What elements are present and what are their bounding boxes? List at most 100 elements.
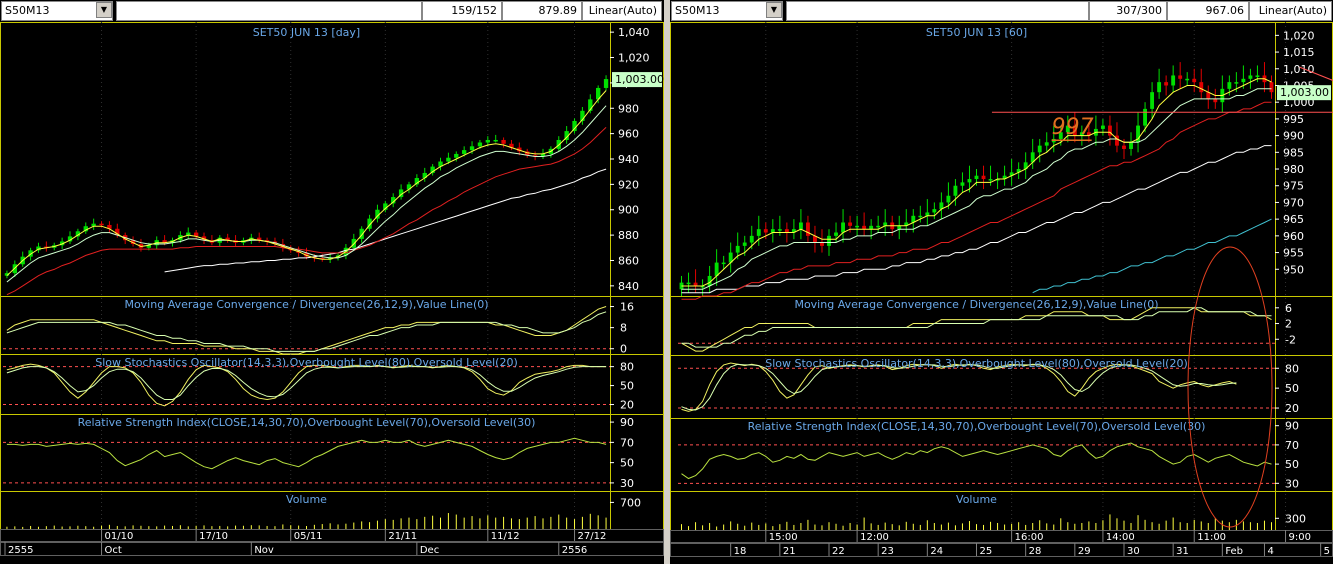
candle-body — [375, 209, 380, 219]
candle-body — [974, 175, 979, 180]
candle-body — [603, 79, 609, 88]
indicator-title: Moving Average Convergence / Divergence(… — [794, 298, 1158, 311]
candle-body — [75, 231, 81, 237]
price-tick-label: 1,020 — [618, 52, 650, 65]
indicator-tick-label: 20 — [620, 399, 634, 412]
current-price-label: 1,003.00 — [615, 73, 664, 86]
indicator-tick-label: -2 — [1285, 333, 1296, 346]
indicator-tick-label: 50 — [1285, 458, 1299, 471]
candle-body — [398, 189, 404, 198]
candle-body — [540, 153, 546, 157]
candle-body — [848, 222, 853, 226]
daily-chart[interactable]: SET50 JUN 13 [day]1,0401,0201,0009809609… — [0, 22, 664, 564]
candle-body — [469, 146, 475, 151]
indicator-tick-label: 70 — [620, 436, 634, 449]
candle-body — [1030, 152, 1035, 163]
candle-body — [770, 229, 775, 233]
candle-body — [1086, 132, 1091, 136]
chevron-down-icon[interactable]: ▼ — [766, 2, 782, 18]
candle-body — [130, 240, 136, 244]
panel-splitter[interactable] — [664, 0, 670, 564]
candle-body — [485, 139, 490, 143]
candle-body — [1065, 125, 1070, 133]
candle-body — [1255, 75, 1260, 77]
candle-body — [1269, 82, 1274, 93]
candle-body — [862, 225, 867, 230]
candle-body — [454, 153, 459, 158]
right-scale-mode-text: Linear(Auto) — [1258, 4, 1327, 17]
left-toolbar: S50M13 ▼ 159/152 879.89 Linear(Auto) — [0, 0, 664, 22]
candle-body — [693, 282, 698, 286]
hourly-chart[interactable]: SET50 JUN 13 [60]1,0201,0151,0101,0051,0… — [670, 22, 1333, 564]
indicator-title: Relative Strength Index(CLOSE,14,30,70),… — [78, 416, 536, 429]
candle-body — [1248, 75, 1253, 79]
candle-body — [501, 139, 506, 144]
candle-body — [138, 243, 144, 248]
candle-body — [67, 236, 73, 242]
left-scale-mode[interactable]: Linear(Auto) — [582, 1, 662, 21]
candle-body — [1206, 92, 1211, 99]
x-date-label: 30 — [1127, 546, 1140, 557]
x-date-label: Dec — [420, 545, 439, 556]
candle-body — [1213, 98, 1218, 103]
price-tick-label: 880 — [618, 229, 639, 242]
section-border — [670, 22, 1333, 297]
candle-body — [162, 240, 167, 243]
candle-body — [1171, 75, 1176, 86]
indicator-tick-label: 50 — [1285, 382, 1299, 395]
price-tick-label: 960 — [1283, 230, 1304, 243]
x-date-label: Oct — [105, 545, 122, 556]
candle-body — [1227, 82, 1232, 89]
right-last-value-text: 967.06 — [1205, 4, 1245, 17]
candle-body — [1009, 172, 1014, 176]
indicator-line-signal — [6, 311, 607, 352]
right-symbol-select[interactable]: S50M13 — [671, 1, 783, 21]
chevron-down-icon[interactable]: ▼ — [96, 2, 112, 18]
candle-body — [359, 228, 364, 239]
candle-body — [763, 229, 768, 233]
candle-body — [967, 179, 972, 183]
candle-body — [257, 237, 262, 241]
candle-body — [728, 252, 733, 263]
ma-fast-line — [681, 78, 1272, 287]
candle-body — [304, 252, 309, 257]
x-tick-label: 27/12 — [578, 531, 607, 542]
x-tick-label: 11/12 — [491, 531, 520, 542]
x-date-label: 31 — [1176, 546, 1189, 557]
candle-body — [1122, 145, 1126, 149]
candle-body — [146, 245, 152, 248]
candle-body — [960, 182, 965, 186]
x-date-label: 22 — [832, 546, 845, 557]
section-border — [0, 491, 664, 530]
right-scale-mode[interactable]: Linear(Auto) — [1249, 1, 1332, 21]
candle-body — [4, 273, 10, 276]
candle-body — [735, 245, 740, 253]
price-tick-label: 985 — [1283, 146, 1304, 159]
candle-body — [422, 172, 427, 179]
candle-body — [107, 224, 112, 229]
indicator-tick-label: 700 — [620, 496, 641, 509]
chart-title: SET50 JUN 13 [day] — [253, 26, 360, 39]
indicator-line-main — [6, 306, 607, 355]
candle-body — [406, 184, 412, 190]
current-price-label: 1,003.00 — [1280, 86, 1329, 99]
indicator-line-signal — [681, 363, 1237, 411]
x-tick-label: 14:00 — [1106, 532, 1135, 543]
candle-body — [721, 262, 726, 265]
candle-body — [897, 225, 902, 230]
candle-body — [995, 179, 1000, 181]
right-symbol-label: S50M13 — [675, 4, 720, 17]
candle-body — [28, 250, 33, 257]
section-border — [0, 22, 664, 297]
candle-body — [1234, 82, 1239, 84]
candle-body — [1016, 169, 1021, 173]
price-tick-label: 975 — [1283, 180, 1304, 193]
price-tick-label: 1,010 — [1283, 63, 1315, 76]
candle-body — [201, 236, 207, 241]
candle-body — [532, 155, 538, 157]
left-symbol-select[interactable]: S50M13 — [1, 1, 113, 21]
candle-body — [36, 246, 41, 251]
candle-body — [509, 143, 514, 148]
trend-line — [1299, 66, 1333, 81]
x-tick-label: 12:00 — [860, 532, 889, 543]
